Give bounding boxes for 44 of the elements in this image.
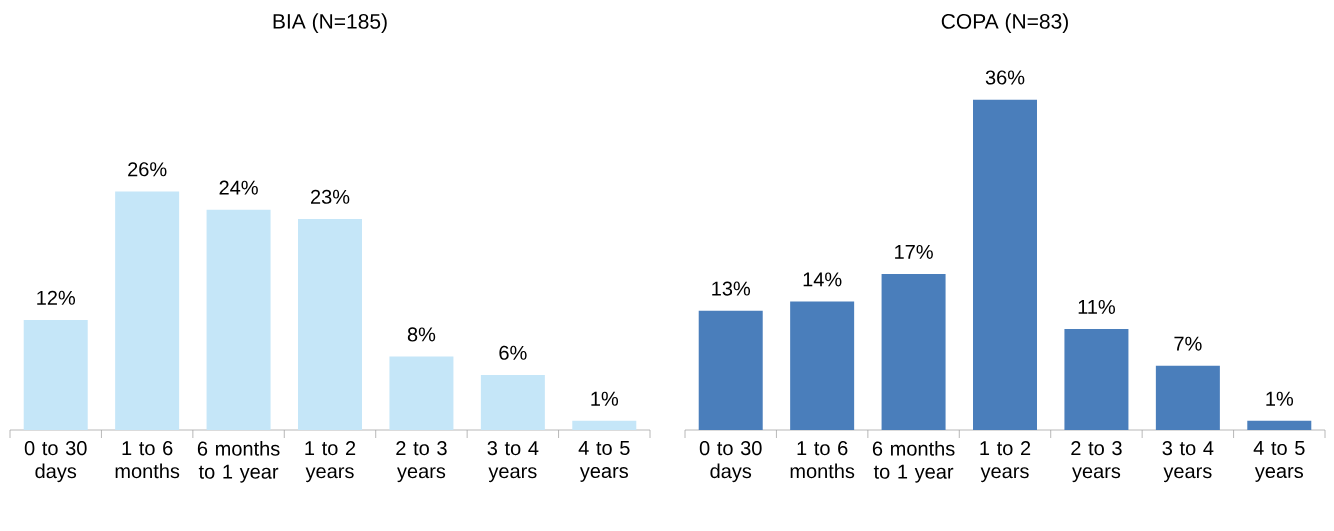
data-label: 7% [1174, 336, 1202, 351]
data-label: 11% [1078, 299, 1116, 314]
bar [298, 218, 362, 430]
x-tick-label: 3 to 4 years [1162, 441, 1214, 483]
data-label: 1% [591, 391, 619, 406]
bar [881, 274, 946, 430]
bar [1155, 365, 1220, 430]
bar [1247, 420, 1312, 430]
data-label: 14% [803, 272, 842, 287]
x-tick-label: 6 months to 1 year [872, 441, 955, 483]
chart-title: BIA (N=185) [273, 13, 387, 33]
x-tick-label: 3 to 4 years [487, 441, 539, 483]
bar [206, 209, 271, 430]
bar [480, 374, 545, 430]
data-label: 12% [37, 290, 76, 305]
data-label: 23% [310, 189, 350, 204]
data-label: 17% [895, 244, 933, 259]
data-label: 8% [407, 327, 436, 342]
bar [115, 191, 180, 430]
x-tick-label: 2 to 3 years [1071, 441, 1122, 483]
x-tick-label: 1 to 6 months [115, 441, 180, 479]
bar [572, 420, 637, 430]
x-tick-label: 2 to 3 years [396, 441, 447, 483]
bar [790, 301, 855, 430]
data-label: 26% [128, 162, 167, 177]
bar [698, 310, 763, 430]
data-label: 6% [499, 345, 527, 360]
x-tick-label: 0 to 30 days [24, 441, 87, 483]
bar [389, 356, 454, 430]
chart-title: COPA (N=83) [941, 13, 1068, 33]
x-tick-label: 4 to 5 years [1253, 441, 1305, 482]
data-label: 36% [985, 70, 1025, 85]
x-tick-label: 0 to 30 days [699, 441, 762, 483]
x-tick-label: 6 months to 1 year [197, 441, 280, 483]
bar [973, 99, 1037, 430]
x-tick-label: 1 to 2 years [305, 441, 356, 483]
data-label: 13% [712, 281, 751, 296]
bar [1064, 329, 1129, 430]
x-tick-label: 1 to 6 months [790, 441, 855, 479]
x-tick-label: 4 to 5 years [578, 441, 630, 482]
data-label: 1% [1266, 391, 1294, 406]
x-tick-label: 1 to 2 years [980, 441, 1031, 483]
data-label: 24% [219, 180, 258, 195]
bar [23, 319, 88, 430]
